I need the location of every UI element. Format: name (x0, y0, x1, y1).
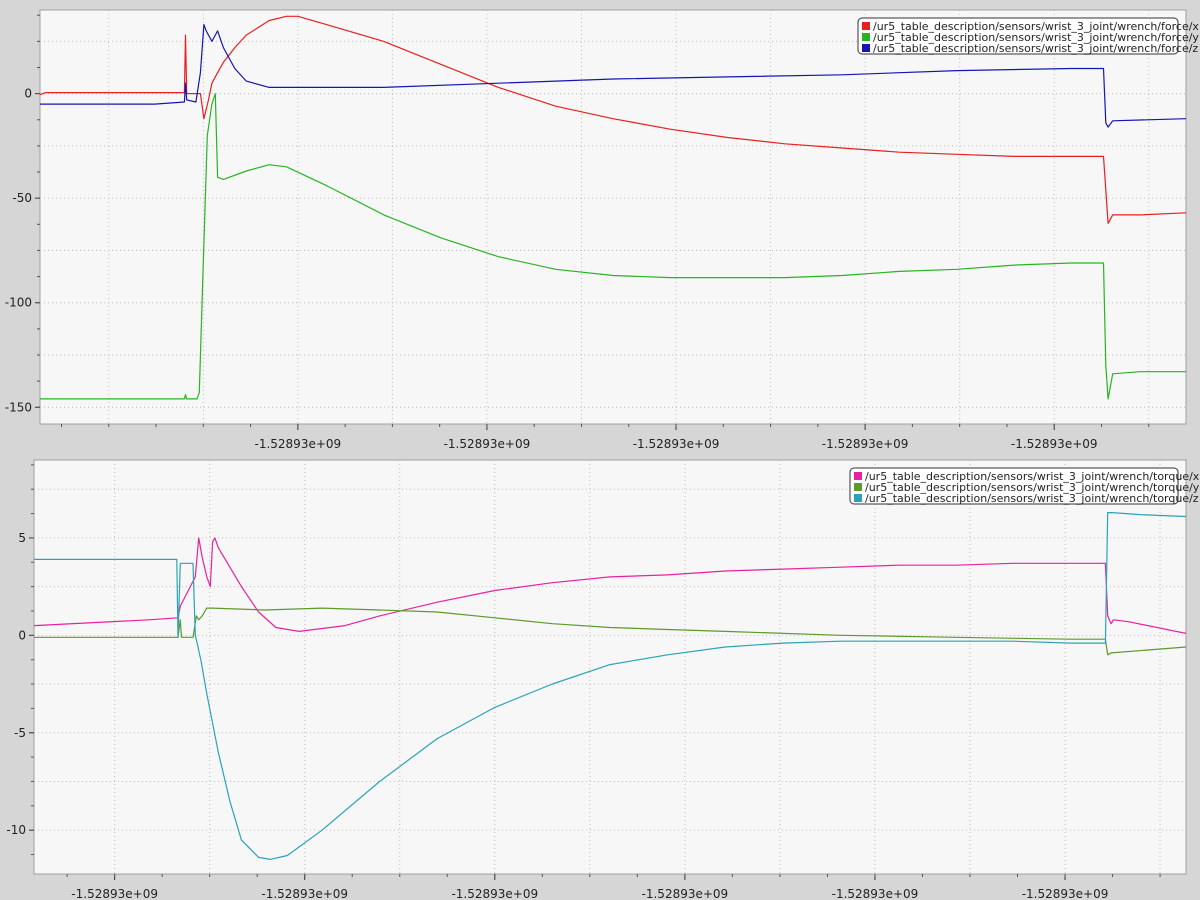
series-line-torque-x (34, 537, 1186, 634)
grid (40, 10, 1186, 424)
x-tick-label: -1.52893e+09 (71, 887, 158, 900)
x-tick-label: -1.52893e+09 (822, 437, 909, 451)
legend-entry: /ur5_table_description/sensors/wrist_3_j… (865, 470, 1200, 483)
y-tick-label: -50 (12, 191, 32, 205)
x-tick-label: -1.52893e+09 (633, 437, 720, 451)
legend-swatch (854, 483, 862, 491)
x-tick-label: -1.52893e+09 (1022, 887, 1109, 900)
x-tick-label: -1.52893e+09 (261, 887, 348, 900)
series-line-torque-z (34, 512, 1186, 860)
torque-chart-panel[interactable]: 5 0 -5 -10 -1.52893e+09 -1.52893e+09 -1.52893e… (0, 450, 1200, 900)
torque-chart[interactable]: 5 0 -5 -10 -1.52893e+09 -1.52893e+09 -1.52893e… (0, 450, 1200, 900)
legend: /ur5_table_description/sensors/wrist_3_j… (849, 467, 1200, 505)
legend-swatch (854, 494, 862, 502)
series-line-force-x (40, 15, 1186, 224)
grid (34, 460, 1186, 874)
legend-entry: /ur5_table_description/sensors/wrist_3_j… (865, 481, 1200, 494)
force-chart[interactable]: 0 -50 -100 -150 -1.52893e+09 -1.52893e+09 -1.5… (0, 0, 1200, 458)
legend-entry: /ur5_table_description/sensors/wrist_3_j… (873, 42, 1198, 55)
x-tick-label: -1.52893e+09 (444, 437, 531, 451)
y-tick-label: -150 (5, 400, 32, 414)
x-tick-label: -1.52893e+09 (642, 887, 729, 900)
legend-entry: /ur5_table_description/sensors/wrist_3_j… (865, 492, 1199, 505)
y-tick-label: -10 (6, 823, 26, 837)
plot-area[interactable] (39, 9, 1187, 425)
y-tick-label: -100 (5, 296, 32, 310)
legend: /ur5_table_description/sensors/wrist_3_j… (857, 17, 1199, 55)
x-tick-label: -1.52893e+09 (1011, 437, 1098, 451)
y-tick-label: 0 (24, 87, 32, 101)
legend-swatch (854, 472, 862, 480)
legend-entry: /ur5_table_description/sensors/wrist_3_j… (873, 31, 1199, 44)
plot-area[interactable] (33, 459, 1187, 875)
series-line-torque-y (34, 607, 1186, 656)
x-tick-label: -1.52893e+09 (255, 437, 342, 451)
series-line-force-z (40, 24, 1186, 128)
y-tick-label: -5 (14, 726, 26, 740)
legend-swatch (862, 33, 870, 41)
force-chart-panel[interactable]: 0 -50 -100 -150 -1.52893e+09 -1.52893e+09 -1.5… (0, 0, 1200, 458)
y-tick-label: 0 (18, 628, 26, 642)
x-tick-label: -1.52893e+09 (451, 887, 538, 900)
legend-swatch (862, 44, 870, 52)
legend-swatch (862, 22, 870, 30)
legend-entry: /ur5_table_description/sensors/wrist_3_j… (873, 20, 1199, 33)
series-line-force-y (40, 93, 1186, 400)
y-tick-label: 5 (18, 531, 26, 545)
x-tick-label: -1.52893e+09 (832, 887, 919, 900)
